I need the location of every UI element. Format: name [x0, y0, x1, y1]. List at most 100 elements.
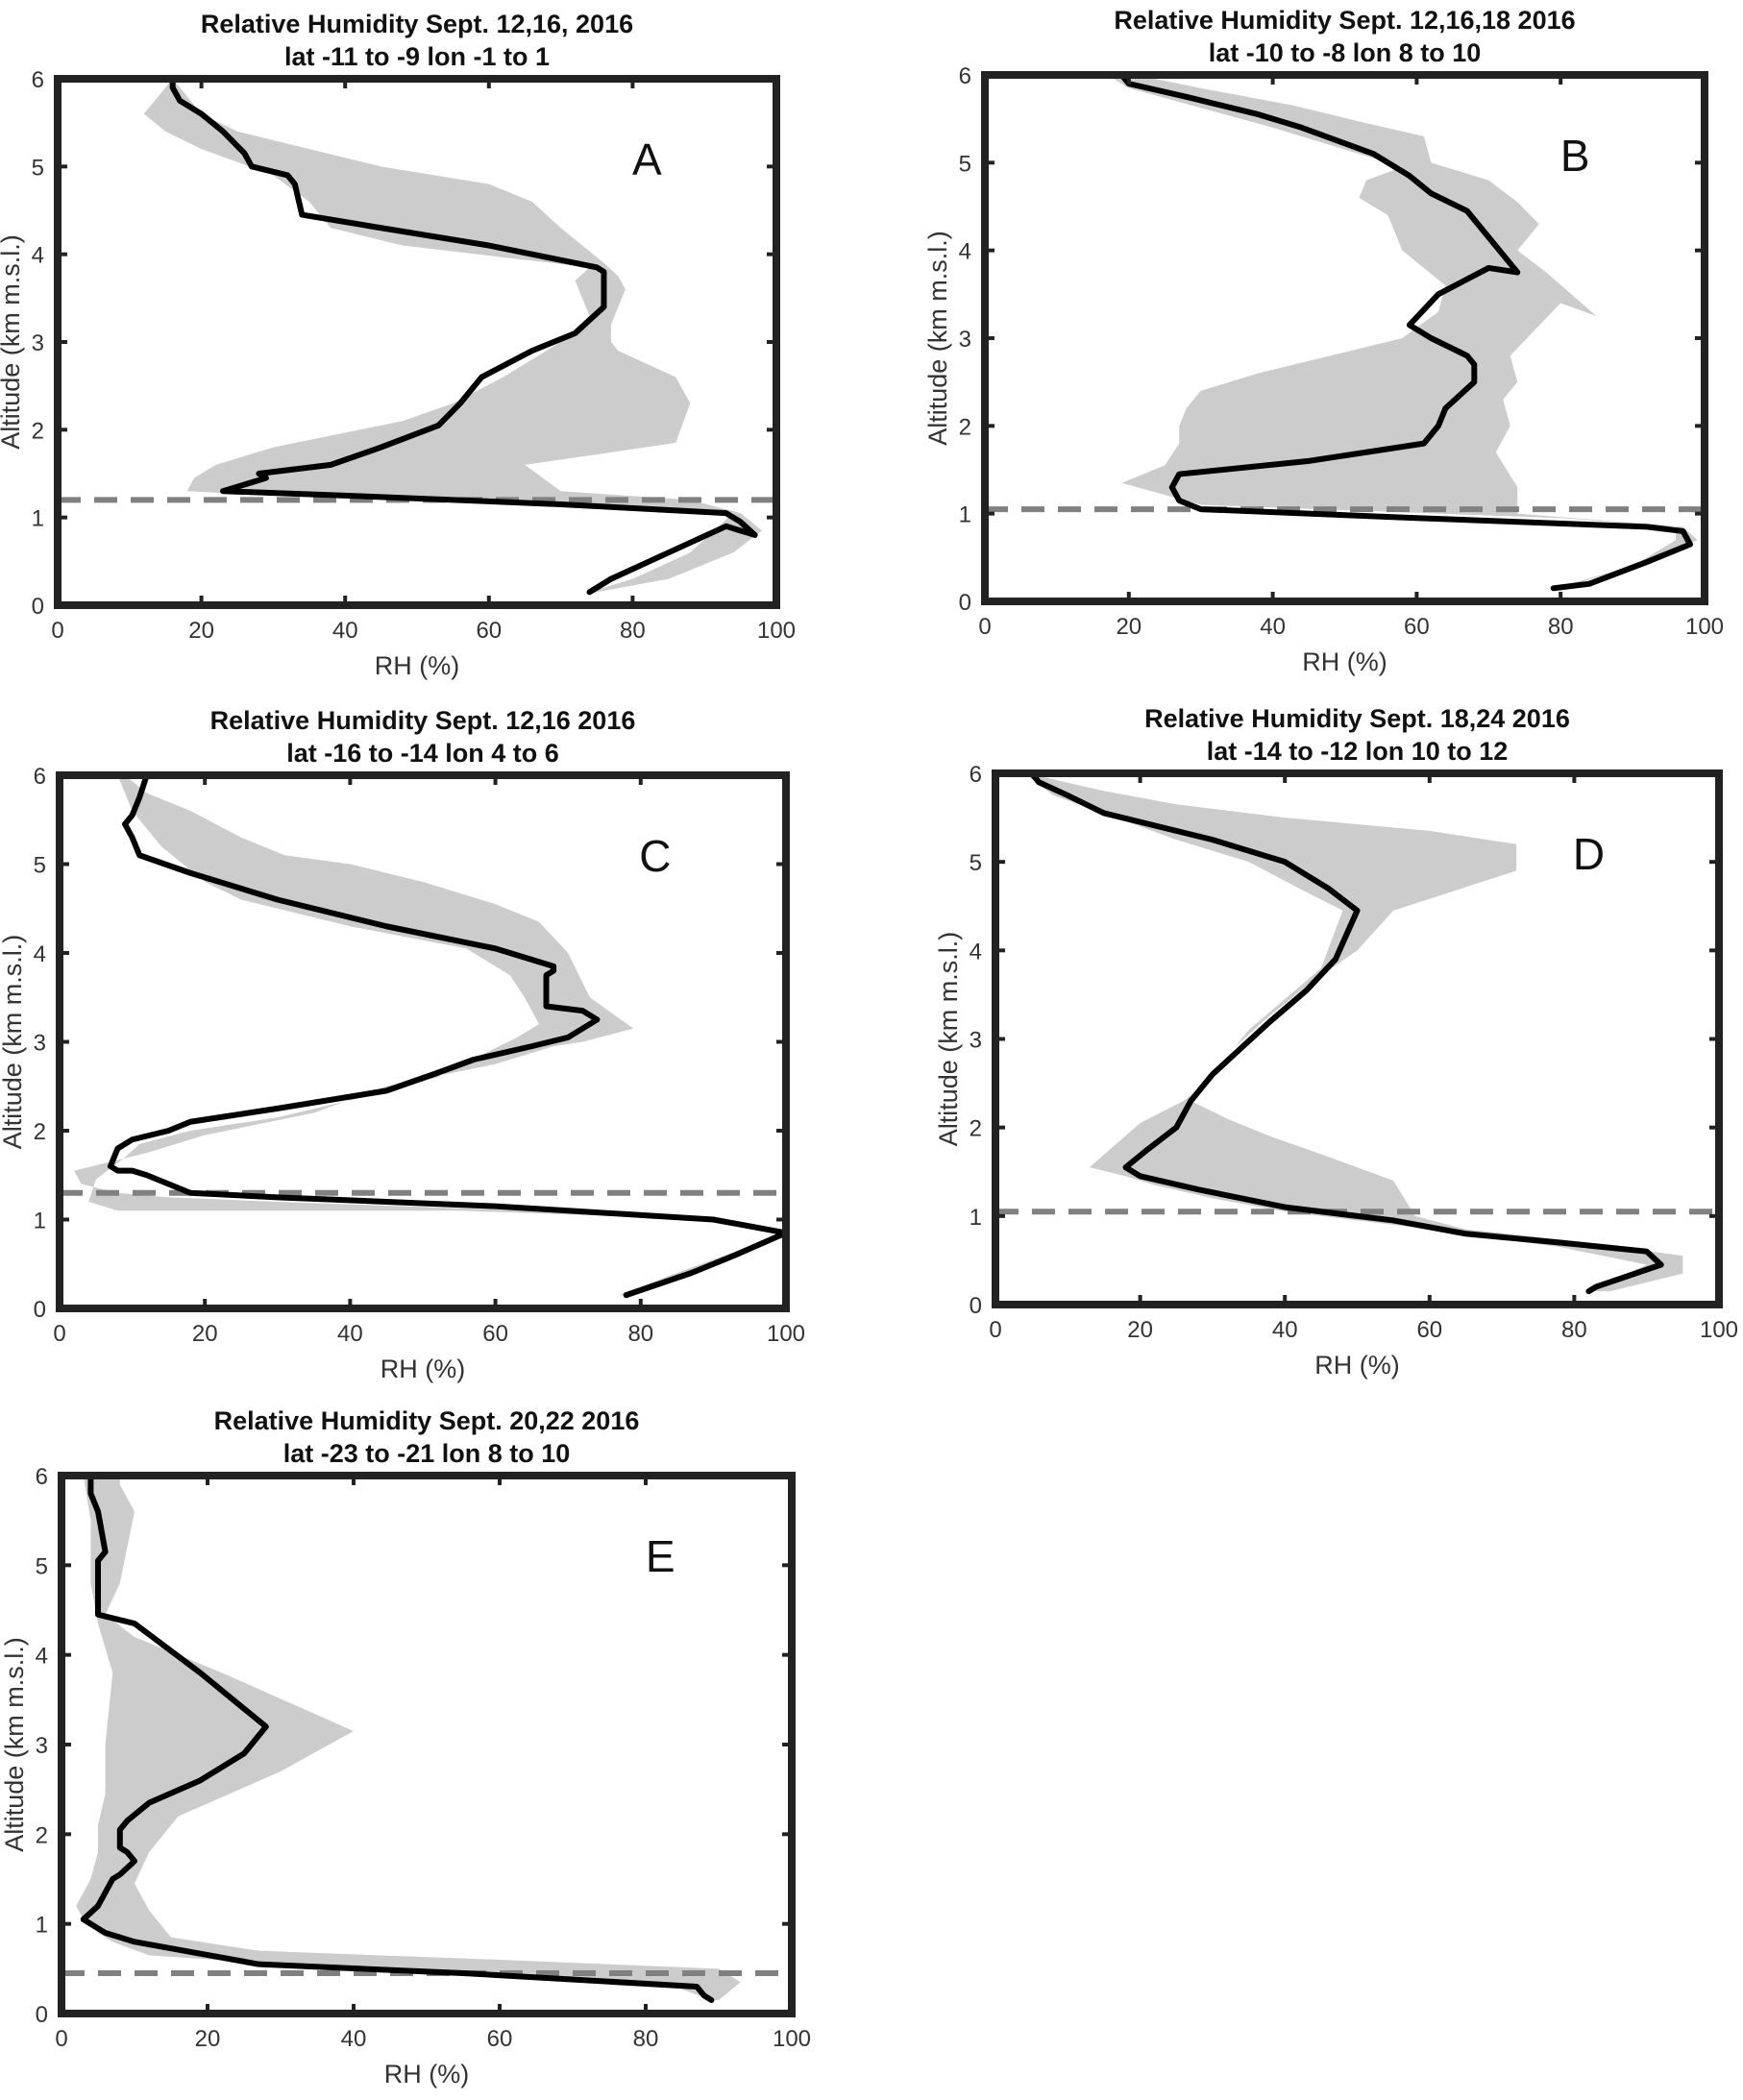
panel-e-panel-letter: E	[646, 1531, 675, 1581]
panel-c-y-tick-label: 3	[34, 1031, 46, 1057]
panel-a-x-tick-label: 0	[51, 618, 63, 644]
panel-b-y-tick-label: 0	[959, 590, 971, 616]
panel-d-x-tick-label: 100	[1700, 1317, 1738, 1343]
panel-b-variability-envelope	[1107, 75, 1698, 589]
panel-c-y-tick-label: 1	[34, 1209, 46, 1234]
panel-c-x-tick-label: 20	[192, 1321, 218, 1347]
panel-d-y-tick-label: 1	[970, 1205, 982, 1231]
panel-a-mean-rh-profile	[169, 79, 758, 596]
panel-d-title-line-2: lat -14 to -12 lon 10 to 12	[1207, 737, 1509, 766]
panel-e-x-tick-label: 100	[773, 2026, 811, 2052]
panel-d-y-tick-label: 2	[970, 1116, 982, 1142]
panel-b-mean-rh-profile	[1118, 75, 1694, 592]
panel-d-y-tick-label: 3	[970, 1028, 982, 1054]
panel-b-x-tick-label: 100	[1685, 614, 1724, 640]
panel-c-y-tick-label: 5	[34, 853, 46, 879]
panel-c-y-tick-label: 4	[34, 941, 46, 967]
panel-e-title-line-2: lat -23 to -21 lon 8 to 10	[283, 1439, 571, 1468]
panel-e-mean-rh-profile	[80, 1476, 715, 2003]
panel-d-panel-letter: D	[1573, 829, 1605, 879]
panel-c-title-line-2: lat -16 to -14 lon 4 to 6	[286, 739, 559, 768]
panel-d-y-tick-label: 4	[970, 939, 982, 965]
panel-d-y-tick-label: 6	[970, 762, 982, 788]
panel-e-y-tick-label: 4	[36, 1644, 48, 1670]
panel-a-y-tick-label: 2	[32, 418, 44, 444]
panel-d-mean-rh-profile	[1028, 773, 1664, 1295]
panel-c-y-tick-label: 6	[34, 764, 46, 790]
panel-a-y-tick-label: 0	[32, 594, 44, 620]
panel-d-x-tick-label: 0	[989, 1317, 1001, 1343]
panel-d-plot-area	[995, 773, 1719, 1295]
panel-c-y-tick-label: 0	[34, 1297, 46, 1323]
panel-a-x-tick-label: 20	[188, 618, 214, 644]
panel-b-x-tick-label: 20	[1116, 614, 1142, 640]
panel-b-y-tick-label: 3	[959, 327, 971, 353]
panel-c-x-tick-label: 0	[53, 1321, 65, 1347]
panel-b-x-axis-label: RH (%)	[1302, 647, 1387, 676]
panel-c-panel-letter: C	[639, 831, 671, 881]
panel-c-x-axis-label: RH (%)	[381, 1355, 466, 1383]
panel-a-variability-envelope	[143, 79, 763, 593]
panel-c-plot-area	[60, 775, 786, 1299]
panel-e-x-axis-label: RH (%)	[384, 2060, 470, 2088]
panel-a-y-axis-label: Altitude (km m.s.l.)	[0, 234, 25, 450]
panel-d-y-tick-label: 0	[970, 1293, 982, 1319]
panel-d-title-line-1: Relative Humidity Sept. 18,24 2016	[1144, 704, 1570, 733]
panel-a-title-line-2: lat -11 to -9 lon -1 to 1	[284, 42, 550, 71]
panel-d-x-axis-label: RH (%)	[1314, 1351, 1400, 1380]
panel-b-y-tick-label: 1	[959, 502, 971, 528]
panel-b-x-tick-label: 0	[978, 614, 991, 640]
panel-b-y-axis-label: Altitude (km m.s.l.)	[923, 231, 952, 446]
panel-b-y-tick-label: 5	[959, 151, 971, 177]
panel-a-x-tick-label: 40	[332, 618, 358, 644]
panel-b-y-tick-label: 4	[959, 239, 971, 265]
panel-a-plot-area	[58, 79, 776, 596]
panel-e-y-tick-label: 3	[36, 1733, 48, 1759]
panel-a-y-tick-label: 5	[32, 155, 44, 181]
panel-b-title-line-1: Relative Humidity Sept. 12,16,18 2016	[1114, 6, 1575, 35]
panel-c-y-axis-label: Altitude (km m.s.l.)	[0, 935, 27, 1150]
panel-b-panel-letter: B	[1560, 131, 1590, 181]
panel-a-y-tick-label: 4	[32, 243, 44, 269]
panel-a-x-tick-label: 100	[757, 618, 796, 644]
panel-b-x-tick-label: 80	[1548, 614, 1574, 640]
panel-c-x-tick-label: 60	[482, 1321, 508, 1347]
panel-b-x-tick-label: 40	[1260, 614, 1286, 640]
panel-e-x-tick-label: 60	[487, 2026, 513, 2052]
panel-e-y-tick-label: 0	[36, 2002, 48, 2028]
panel-d-x-tick-label: 40	[1272, 1317, 1298, 1343]
panel-a-y-tick-label: 3	[32, 330, 44, 356]
panel-e-x-tick-label: 40	[341, 2026, 367, 2052]
panel-a-x-tick-label: 60	[476, 618, 502, 644]
panel-d-x-tick-label: 20	[1127, 1317, 1153, 1343]
panel-e-y-tick-label: 5	[36, 1553, 48, 1579]
panel-c: 0 20 40 60 80 100 0 1 2 3 4 5 6 RH (%) Altitude (km m.…	[0, 706, 805, 1383]
panel-a: 0 20 40 60 80 100 0 1 2 3 4 5 6 RH (%) Altitude (km m.…	[0, 10, 796, 680]
panel-e-y-tick-label: 2	[36, 1822, 48, 1848]
panel-a-x-tick-label: 80	[620, 618, 646, 644]
panel-a-x-axis-label: RH (%)	[375, 651, 460, 680]
panel-e-y-tick-label: 6	[36, 1464, 48, 1490]
panel-c-x-tick-label: 80	[627, 1321, 653, 1347]
panel-b-y-tick-label: 6	[959, 63, 971, 89]
panel-e-plot-area	[61, 1476, 792, 2003]
panel-e-x-tick-label: 80	[633, 2026, 659, 2052]
panel-b: 0 20 40 60 80 100 0 1 2 3 4 5 6 RH (%) Altitude (km m.…	[923, 6, 1724, 676]
panel-a-panel-letter: A	[632, 134, 662, 184]
panel-a-y-tick-label: 6	[32, 67, 44, 93]
panel-d-y-tick-label: 5	[970, 850, 982, 876]
panel-e: 0 20 40 60 80 100 0 1 2 3 4 5 6 RH (%) Altitude (km m.…	[0, 1406, 811, 2088]
panel-d-x-tick-label: 80	[1561, 1317, 1587, 1343]
panel-d-x-tick-label: 60	[1416, 1317, 1442, 1343]
panel-b-plot-area	[985, 75, 1705, 592]
panel-e-x-tick-label: 0	[55, 2026, 67, 2052]
panel-e-variability-envelope	[76, 1476, 741, 2000]
panel-d-y-axis-label: Altitude (km m.s.l.)	[934, 932, 963, 1147]
panel-a-title-line-1: Relative Humidity Sept. 12,16, 2016	[201, 10, 633, 38]
panel-b-y-tick-label: 2	[959, 414, 971, 440]
panel-b-x-tick-label: 60	[1404, 614, 1430, 640]
panel-e-x-tick-label: 20	[195, 2026, 221, 2052]
panel-c-y-tick-label: 2	[34, 1119, 46, 1145]
panel-c-mean-rh-profile	[107, 775, 786, 1299]
